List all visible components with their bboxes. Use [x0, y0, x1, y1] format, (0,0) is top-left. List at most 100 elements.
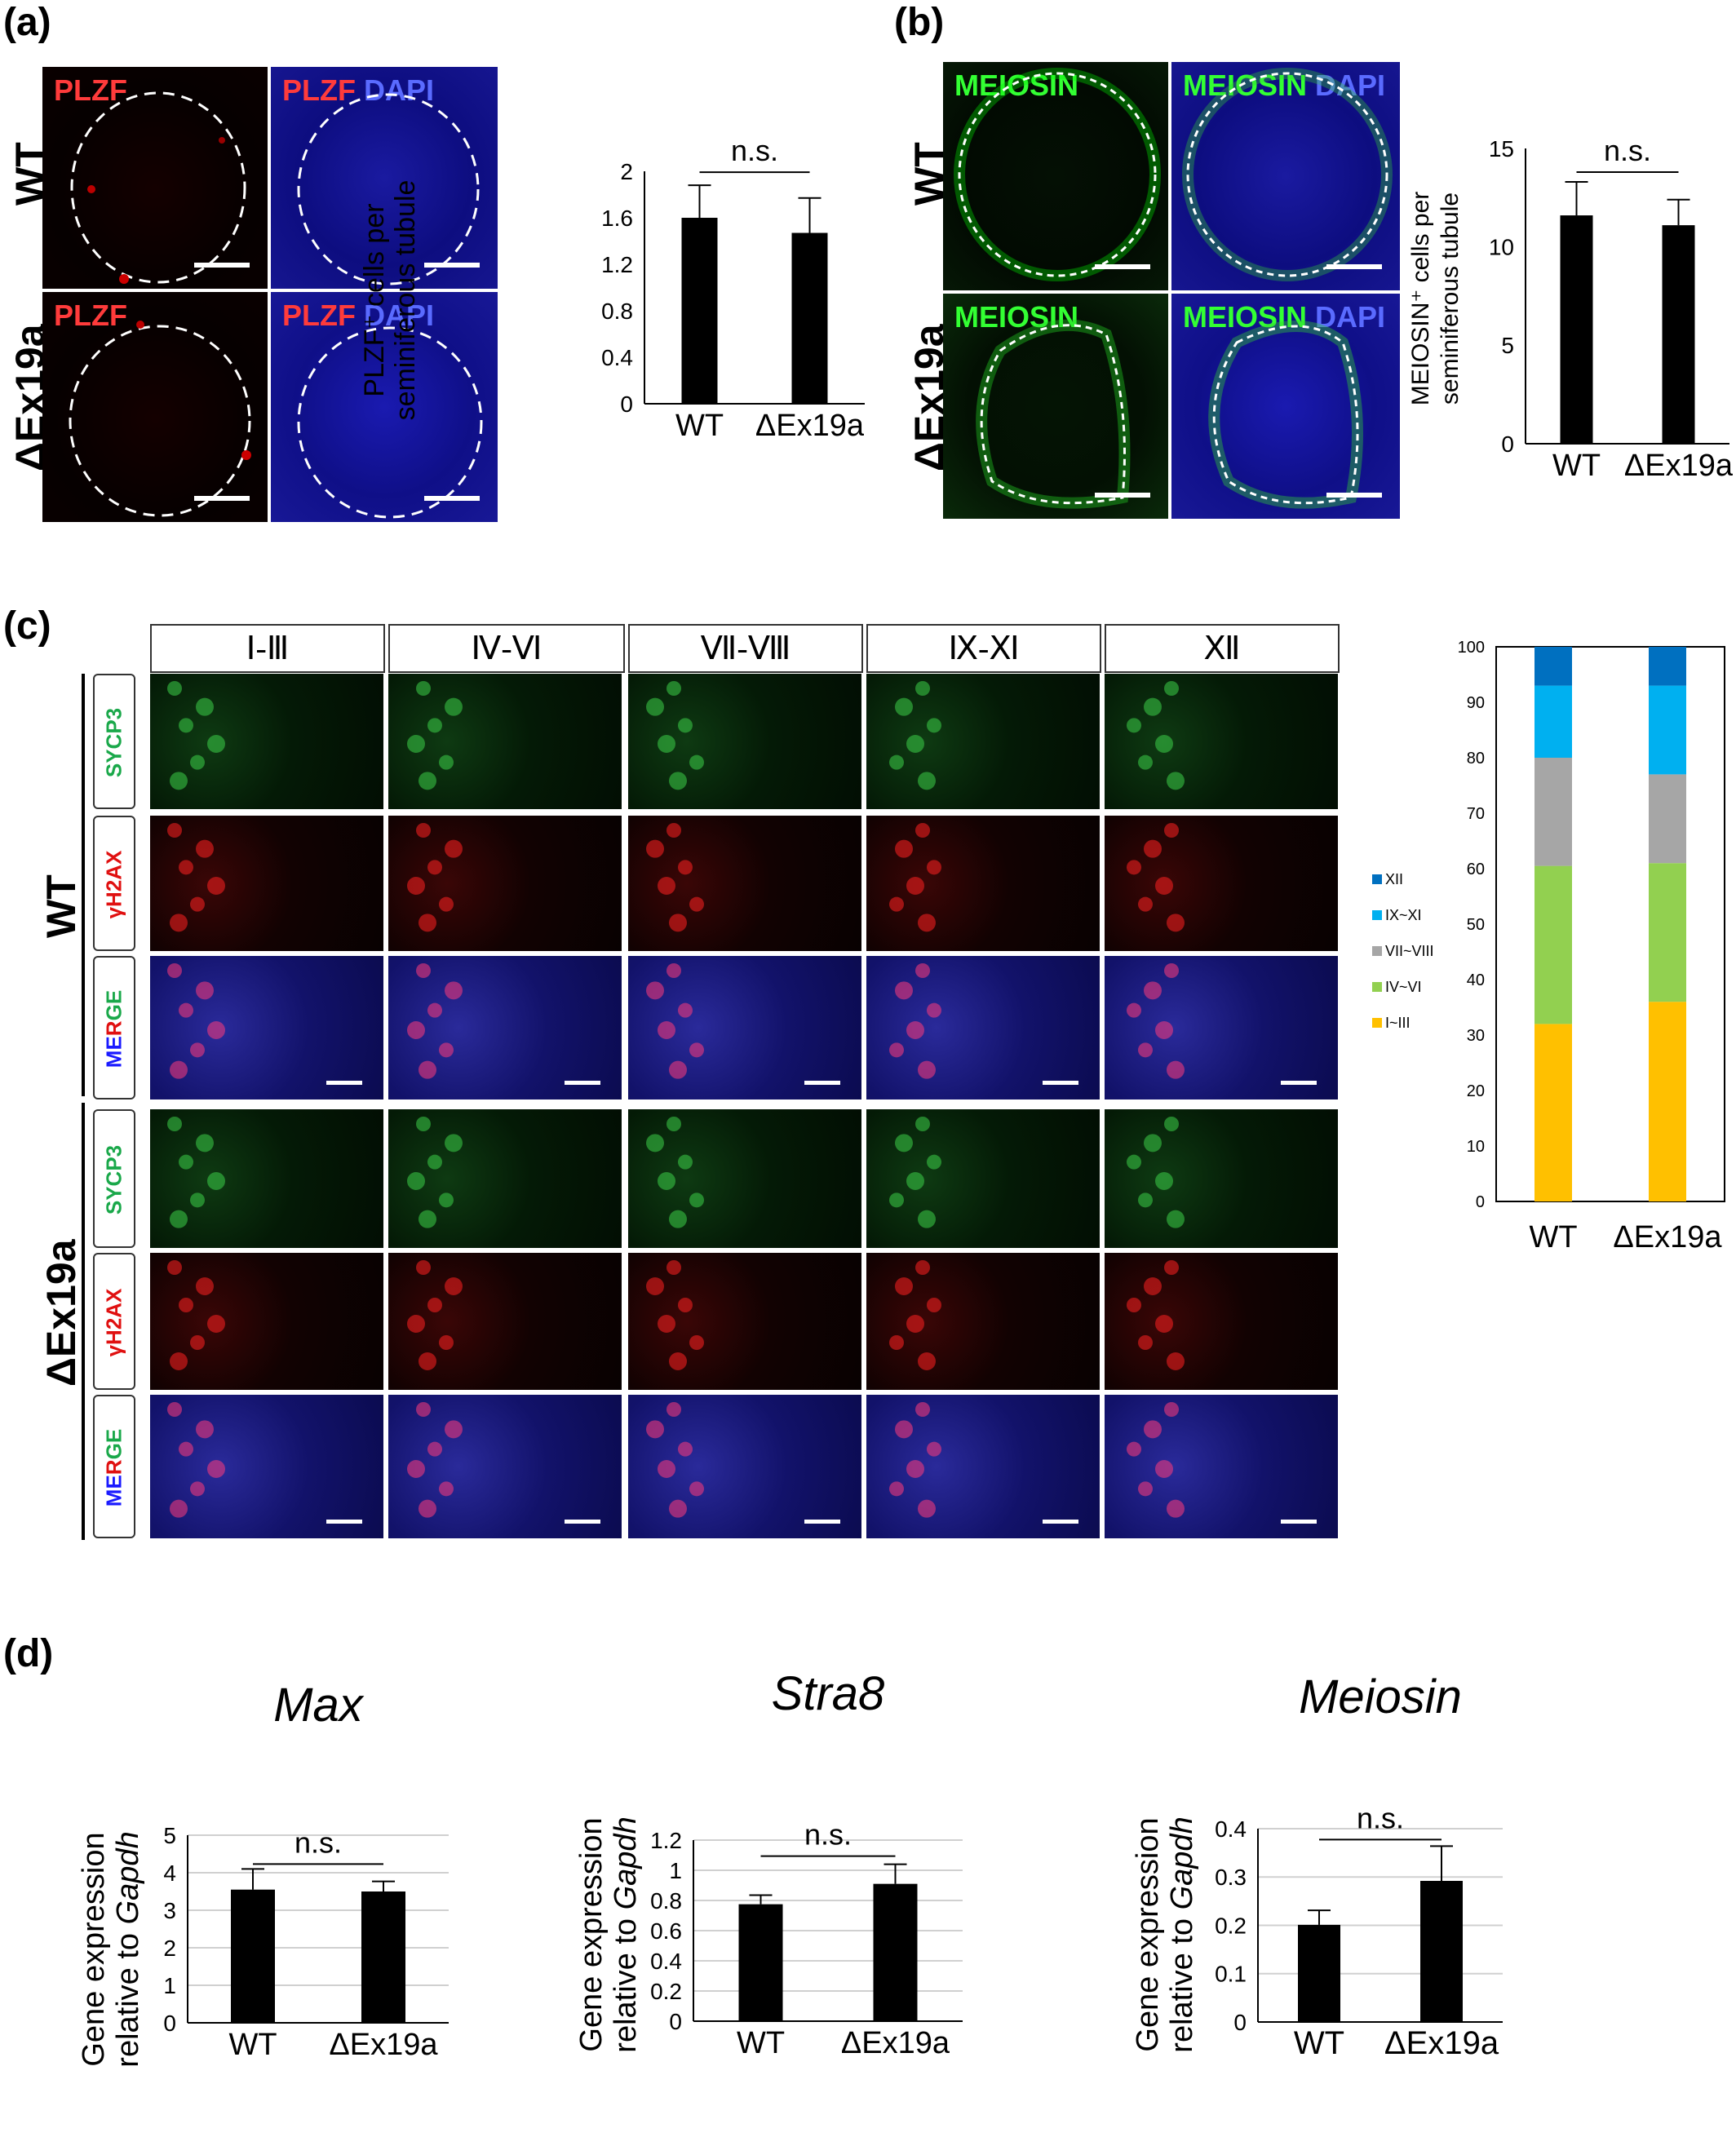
x-tick-label: WT: [1552, 449, 1601, 483]
plot-frame: [1495, 646, 1725, 1202]
stacked-bar-segment: [1534, 758, 1572, 866]
scale-bar: [1326, 493, 1382, 498]
stage-header: Ⅸ-Ⅺ: [866, 624, 1101, 673]
scale-bar: [424, 496, 480, 501]
legend-item: IV~VI: [1372, 969, 1434, 1005]
y-tick-label: 0: [1233, 2010, 1247, 2035]
ylabel-prefix: relative to: [1165, 1909, 1199, 2053]
y-tick-label: 0.2: [1215, 1913, 1247, 1938]
chart-title: Max: [273, 1679, 365, 1732]
merge-letter: ME: [101, 1036, 126, 1068]
stain-label: PLZF: [282, 299, 356, 332]
stage-header: Ⅳ-Ⅵ: [388, 624, 625, 673]
micrograph-c: [388, 1395, 622, 1538]
micrograph-c: [1105, 1109, 1338, 1248]
y-tick-label: 60: [1467, 861, 1485, 878]
x-tick-label: ΔEx19a: [1613, 1220, 1722, 1254]
y-tick-label: 2: [620, 159, 633, 184]
micrograph-c: [388, 956, 622, 1099]
x-tick-label: ΔEx19a: [1384, 2025, 1499, 2061]
micrograph-c: [150, 1109, 383, 1248]
y-tick-label: 0.3: [1215, 1865, 1247, 1890]
scale-bar: [326, 1081, 362, 1085]
group-bracket-mut: [82, 1103, 85, 1540]
y-tick-label: 0.4: [650, 1949, 682, 1974]
micrograph-c: [1105, 674, 1338, 809]
y-tick-label: 40: [1467, 971, 1485, 989]
y-tick-label: 15: [1489, 136, 1514, 161]
micrograph-c: [1105, 956, 1338, 1099]
scale-bar: [326, 1520, 362, 1524]
y-tick-label: 0.6: [650, 1918, 682, 1944]
channel-label: MERGE: [102, 977, 127, 1082]
legend-item: IX~XI: [1372, 897, 1434, 933]
x-tick-label: ΔEx19a: [755, 409, 865, 443]
micrograph-c: [866, 1109, 1100, 1248]
stacked-bar-segment: [1534, 1024, 1572, 1201]
micrograph-c: [866, 674, 1100, 809]
ylabel-line1: PLZF⁺ cells per: [359, 203, 390, 397]
ylabel-line1: Gene expression: [1131, 1817, 1165, 2052]
scale-bar: [1281, 1081, 1317, 1085]
y-tick-label: 80: [1467, 750, 1485, 768]
channel-label-box: γH2AX: [93, 1253, 135, 1390]
ylabel-line2: seminiferous tubule: [390, 179, 421, 421]
y-tick-label: 2: [163, 1936, 176, 1961]
y-tick-label: 90: [1467, 694, 1485, 712]
y-tick-label: 1: [669, 1858, 682, 1883]
micrograph-c: [388, 1253, 622, 1390]
x-tick-label: WT: [1294, 2025, 1344, 2061]
x-tick-label: ΔEx19a: [1624, 449, 1734, 483]
panel-b-label: (b): [894, 1, 945, 44]
chart-d3-ylabel: Gene expression relative to Gapdh: [1131, 1747, 1199, 2122]
ylabel-line1: MEIOSIN⁺ cells per: [1407, 191, 1434, 406]
significance-label: n.s.: [1604, 134, 1651, 167]
micrograph-c: [150, 1395, 383, 1538]
scale-bar: [1281, 1520, 1317, 1524]
micrograph-c: [388, 1109, 622, 1248]
ylabel-gene: Gapdh: [609, 1816, 643, 1910]
chart-a-ylabel: PLZF⁺ cells per seminiferous tubule: [359, 145, 421, 455]
x-tick-label: WT: [228, 2028, 277, 2062]
bar: [1298, 1924, 1340, 2022]
y-tick-label: 20: [1467, 1082, 1485, 1100]
micrograph-c: [1105, 1395, 1338, 1538]
merge-letter: R: [101, 1459, 126, 1476]
chart-d1: 0 1 2 3 4 5 WT ΔEx19a n.s. Max: [163, 1679, 449, 2062]
y-tick-label: 1.2: [650, 1828, 682, 1853]
ylabel-prefix: relative to: [111, 1924, 145, 2068]
y-tick-label: 1: [163, 1973, 176, 1998]
y-tick-label: 0.4: [601, 345, 633, 370]
scale-bar: [1043, 1520, 1078, 1524]
legend-item: VII~VIII: [1372, 933, 1434, 969]
stain-label-dapi: DAPI: [364, 299, 435, 332]
chart-d3: 0 0.1 0.2 0.3 0.4 WT ΔEx19a n.s. Meiosin: [1215, 1670, 1503, 2061]
micrograph-b-mut-merge: MEIOSIN DAPI: [1171, 294, 1400, 519]
chart-title: Stra8: [772, 1667, 885, 1720]
micrograph-c: [866, 1395, 1100, 1538]
y-tick-label: 0.4: [1215, 1816, 1247, 1842]
bar: [738, 1904, 783, 2021]
stacked-bar-segment: [1649, 774, 1686, 864]
bar: [231, 1889, 275, 2023]
micrograph-c: [1105, 1253, 1338, 1390]
y-tick-label: 0: [163, 2011, 176, 2036]
scale-bar: [1326, 264, 1382, 269]
bar: [361, 1891, 405, 2023]
channel-label: SYCP3: [101, 707, 126, 778]
y-tick-label: 0.8: [650, 1888, 682, 1914]
stacked-bar-segment: [1534, 865, 1572, 1024]
y-tick-label: 0.2: [650, 1979, 682, 2004]
x-tick-label: WT: [737, 2026, 785, 2060]
y-tick-label: 0: [1501, 431, 1514, 457]
ylabel-gene: Gapdh: [1165, 1816, 1199, 1910]
stage-header: Ⅻ: [1105, 624, 1340, 673]
panel-c-row-mut: ΔEx19a: [38, 1239, 84, 1387]
stain-label: PLZF: [54, 299, 127, 332]
chart-a: 0 0.4 0.8 1.2 1.6 2 WT ΔEx19a n.s.: [601, 134, 865, 443]
ylabel-prefix: relative to: [609, 1909, 643, 2053]
stain-label: PLZF: [54, 73, 127, 107]
y-tick-label: 10: [1467, 1138, 1485, 1156]
micrograph-c: [628, 1253, 861, 1390]
bar: [1662, 225, 1695, 444]
